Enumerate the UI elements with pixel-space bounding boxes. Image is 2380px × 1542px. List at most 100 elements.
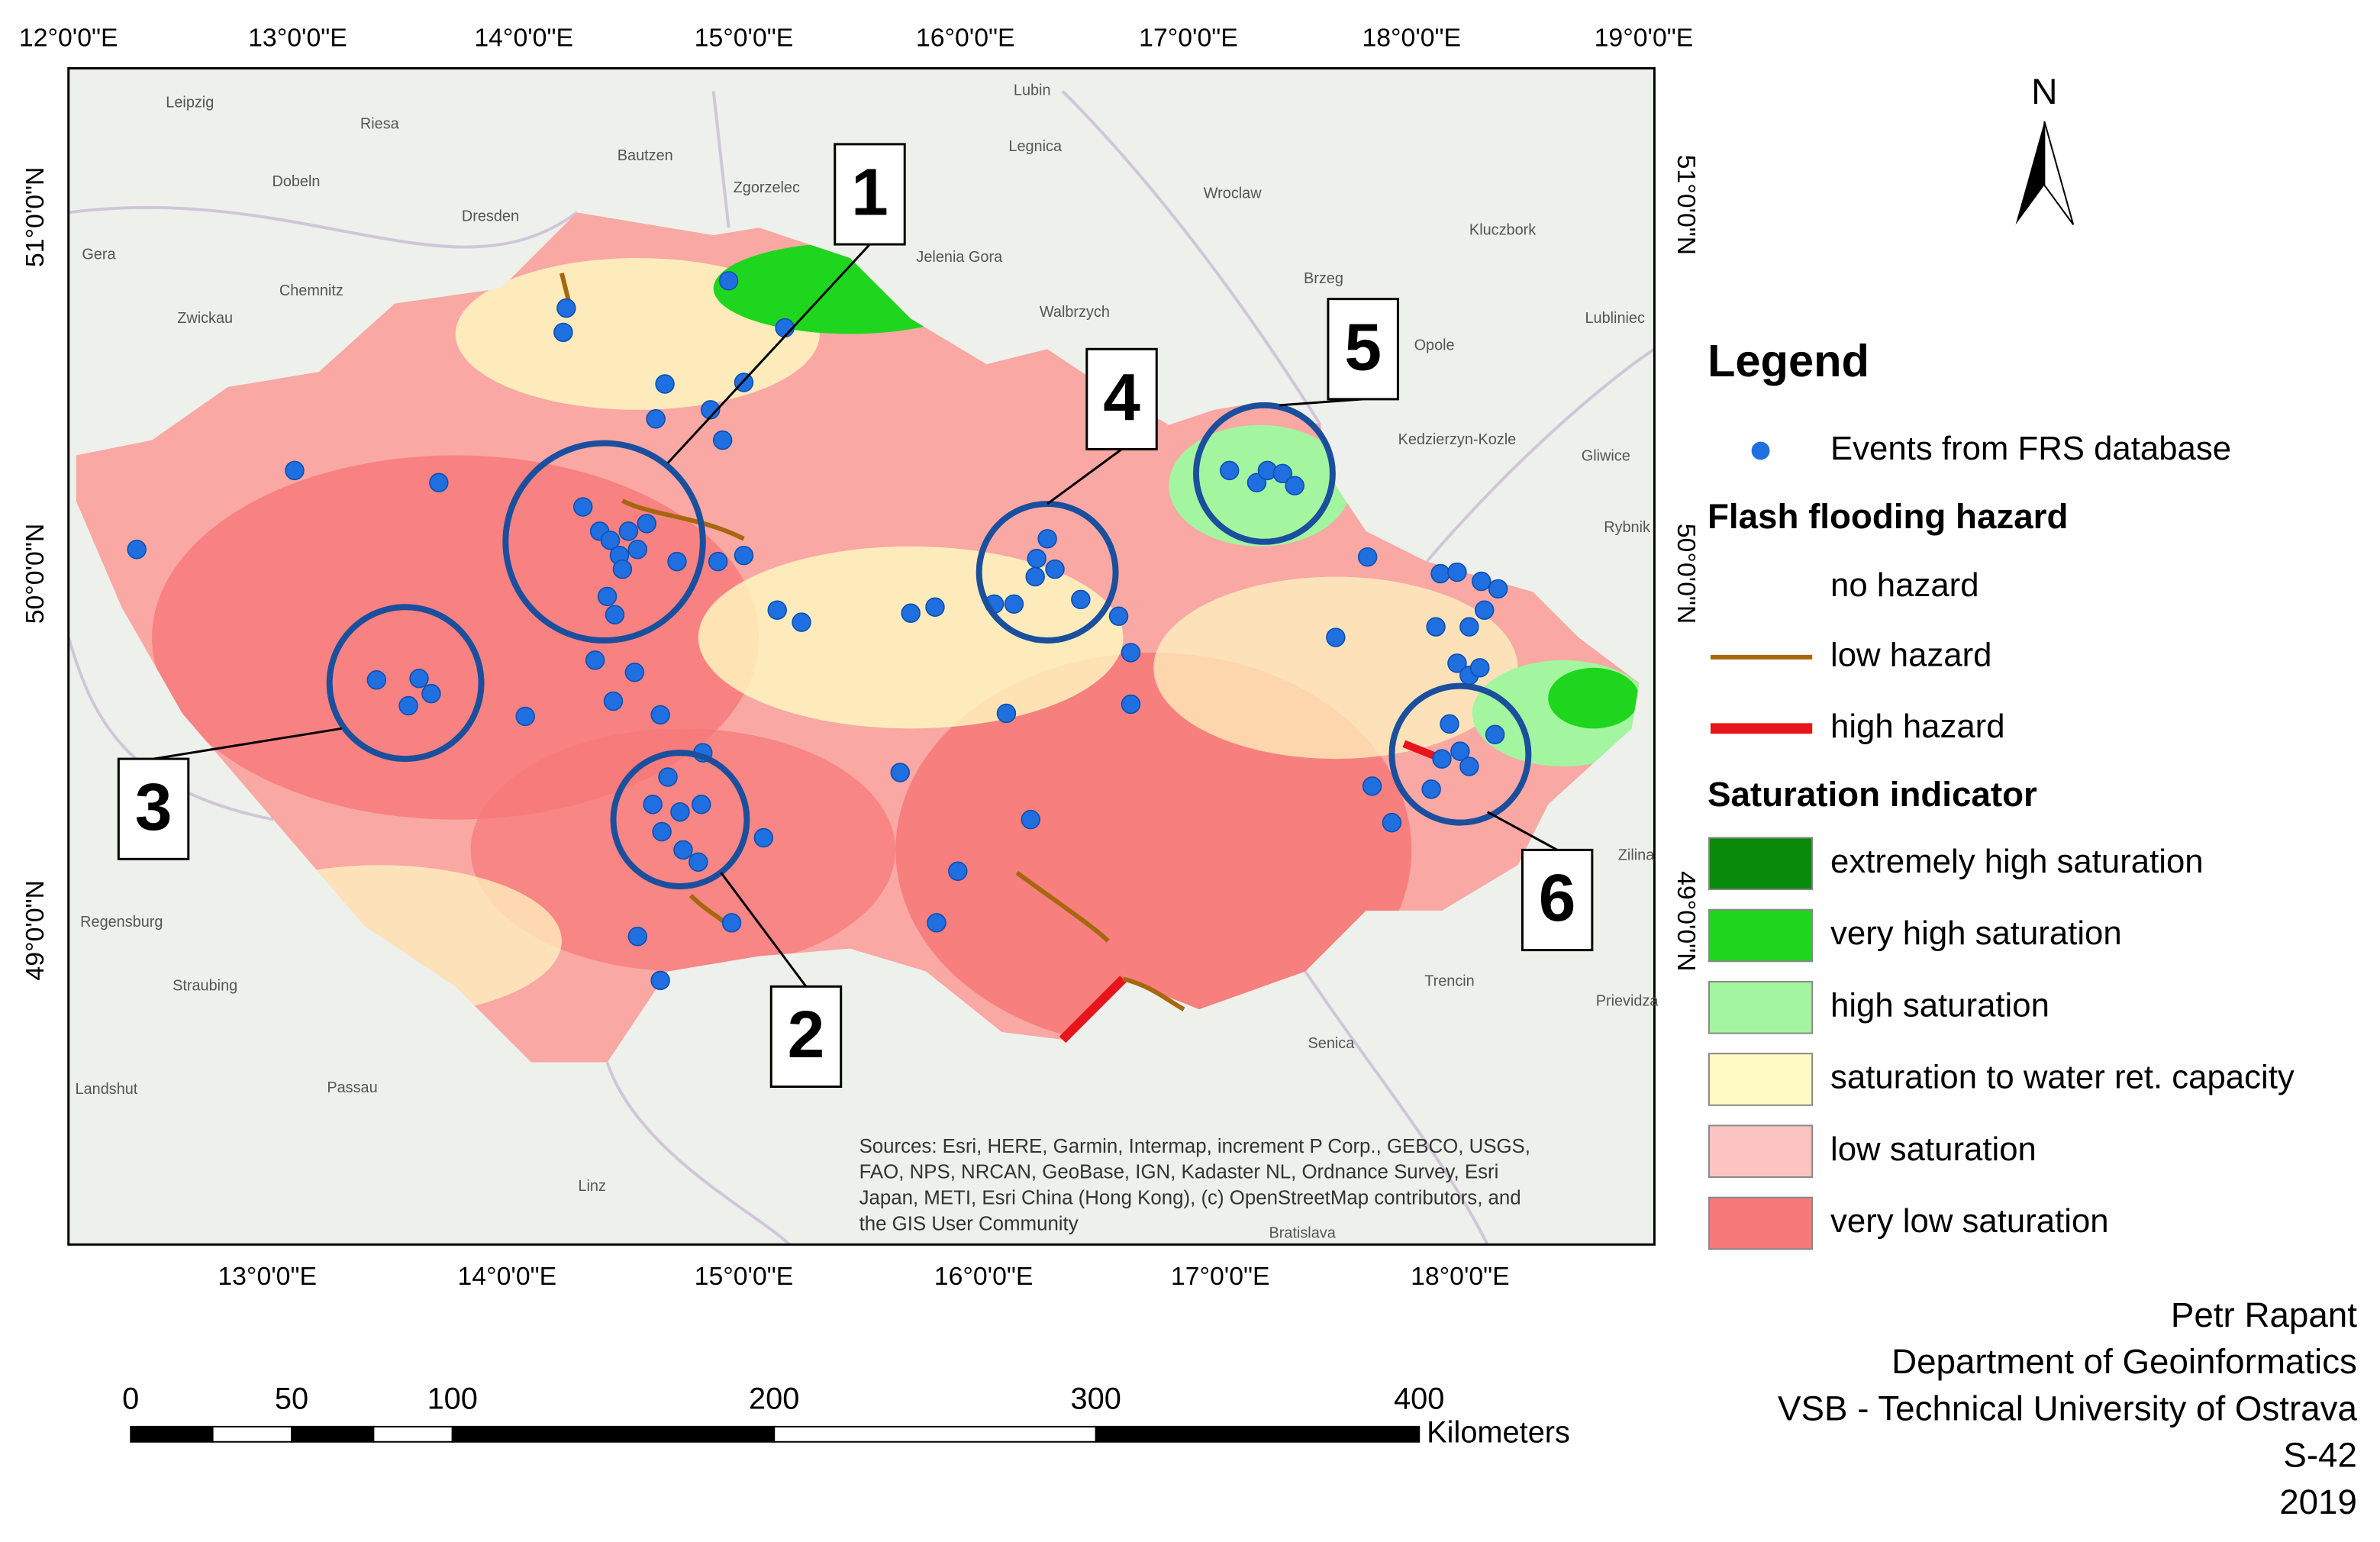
callout-leader: [1486, 811, 1558, 851]
event-point: [658, 767, 678, 787]
low-hazard-stream: [559, 273, 1185, 1011]
event-point: [573, 497, 593, 517]
place-label: Gliwice: [1582, 448, 1630, 465]
credit-line: Department of Geoinformatics: [1891, 1342, 2357, 1381]
north-label: N: [2031, 72, 2057, 112]
callout-leader: [1046, 448, 1123, 505]
legend-heading: Saturation indicator: [1708, 775, 2037, 814]
legend-label: very high saturation: [1830, 915, 2122, 952]
place-label: Zilina: [1618, 847, 1655, 864]
event-point: [515, 706, 535, 727]
event-point: [1470, 658, 1490, 678]
event-point: [1004, 594, 1024, 615]
event-point: [667, 551, 687, 572]
legend-heading: Flash flooding hazard: [1708, 497, 2068, 536]
event-point: [1485, 724, 1505, 745]
place-label: Legnica: [1008, 138, 1063, 155]
place-label: Kedzierzyn-Kozle: [1398, 431, 1517, 448]
event-point: [1430, 563, 1450, 584]
place-label: Trencin: [1424, 973, 1475, 990]
place-label: Lubliniec: [1585, 310, 1645, 327]
highlight-circles: 1 2 3 4 5 6: [117, 143, 1594, 1089]
event-point: [996, 703, 1017, 724]
event-point: [600, 531, 621, 550]
scale-segment: [1095, 1425, 1421, 1443]
event-point: [1450, 741, 1470, 761]
highlight-circle: [1388, 682, 1532, 826]
event-point: [1025, 566, 1045, 587]
credit-line: 2019: [2279, 1482, 2357, 1521]
place-label: Senica: [1308, 1035, 1356, 1052]
place-label: Chemnitz: [279, 282, 343, 299]
legend-event-symbol: [1751, 441, 1770, 460]
top-graticule-label: 13°0'0"E: [248, 24, 347, 53]
callout-box: [1521, 848, 1594, 952]
legend-swatch: [1708, 837, 1814, 891]
top-graticule-label: 16°0'0"E: [916, 24, 1015, 53]
event-point: [612, 559, 633, 579]
event-point: [1432, 749, 1452, 769]
callout-box: [769, 985, 843, 1089]
event-point: [1472, 571, 1492, 592]
top-graticule-label: 15°0'0"E: [695, 24, 794, 53]
north-arrow: N: [2015, 72, 2075, 225]
scale-segment: [130, 1425, 214, 1443]
callout-leader: [153, 727, 342, 760]
scale-tick-label: 100: [427, 1382, 478, 1416]
place-label: Zgorzelec: [734, 179, 800, 196]
bottom-graticule-label: 13°0'0"E: [218, 1262, 317, 1291]
legend-label: extremely high saturation: [1830, 843, 2204, 880]
event-point: [605, 605, 625, 624]
scale-tick-label: 0: [122, 1382, 139, 1416]
event-point: [901, 603, 921, 623]
attribution: the GIS User Community: [859, 1213, 1079, 1234]
event-point: [627, 926, 648, 947]
place-label: Linz: [578, 1178, 605, 1195]
legend-swatch: [1708, 1053, 1814, 1106]
event-point: [1219, 460, 1240, 481]
legend-swatch: [1708, 1196, 1814, 1250]
scale-segment: [372, 1425, 453, 1443]
event-point: [627, 540, 648, 560]
scale-tick-label: 300: [1071, 1382, 1121, 1416]
scale-segment: [211, 1425, 292, 1443]
left-graticule-label: 51°0'0"N: [21, 167, 50, 268]
legend-title: Legend: [1708, 335, 1869, 386]
event-point: [597, 586, 618, 607]
top-graticule-label: 19°0'0"E: [1595, 24, 1694, 53]
zone-capacity: [698, 546, 1124, 729]
bottom-graticule-label: 18°0'0"E: [1411, 1262, 1510, 1291]
event-point: [366, 669, 387, 690]
labels: 12°0'0"E 13°0'0"E 14°0'0"E 15°0'0"E 16°0'0"E…: [19, 24, 2358, 1521]
event-point: [1021, 809, 1040, 830]
event-point: [753, 827, 774, 848]
place-label: Kluczbork: [1469, 221, 1536, 238]
event-point: [692, 795, 711, 815]
place-label: Dobeln: [272, 173, 320, 190]
legend-label: low saturation: [1830, 1131, 2037, 1168]
legend-label: very low saturation: [1830, 1202, 2109, 1240]
event-point: [718, 271, 739, 291]
event-point: [1474, 600, 1495, 620]
event-point: [1272, 463, 1293, 484]
legend-swatch: [1708, 908, 1814, 963]
event-point: [650, 705, 670, 725]
map-frame: [67, 66, 1656, 1246]
callout-box: [1085, 347, 1158, 450]
legend-label: Events from FRS database: [1830, 430, 2231, 467]
legend-swatch: [1708, 980, 1814, 1034]
event-point: [701, 400, 721, 420]
scale-tick-label: 200: [749, 1382, 799, 1416]
place-label: Bratislava: [1269, 1225, 1336, 1242]
event-point: [1440, 714, 1459, 734]
event-point: [1447, 653, 1467, 673]
event-point: [689, 852, 708, 873]
zone-capacity: [1153, 576, 1518, 760]
legend-label: no hazard: [1830, 566, 1979, 604]
attribution: Japan, METI, Esri China (Hong Kong), (c)…: [859, 1187, 1521, 1208]
bottom-graticule-label: 17°0'0"E: [1171, 1262, 1270, 1291]
bottom-graticule-label: 14°0'0"E: [457, 1262, 556, 1291]
event-point: [421, 683, 441, 704]
right-graticule-label: 51°0'0"N: [1672, 155, 1701, 256]
place-label: Zwickau: [177, 310, 233, 327]
